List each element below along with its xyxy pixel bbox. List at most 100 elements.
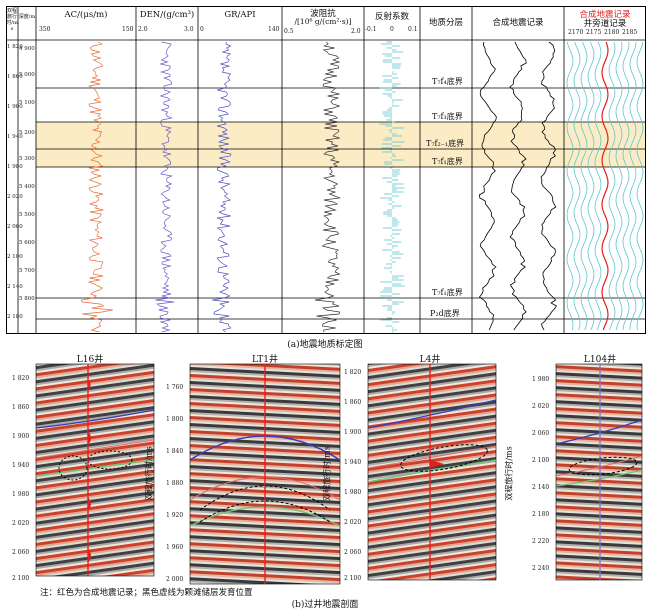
depth-column-header: 深度/m: [18, 14, 36, 20]
l4-tick: 1 940: [344, 459, 362, 466]
y-axis-label-l16: 双程旅行时/ms: [0, 446, 1, 500]
synthetic-trace: [509, 41, 527, 331]
depth-tick: 5 700: [19, 268, 35, 274]
lt1-section: [189, 363, 341, 585]
synthetic-trace: [478, 41, 497, 331]
gr-header: GR/API: [224, 10, 256, 20]
impedance-header-1: 波阻抗: [310, 9, 336, 19]
horizon-label: P₂d底界: [430, 309, 460, 318]
reflection-mid: 0: [390, 26, 394, 33]
well-tie-panel: 双程旅行时/ms 深度/m AC/(μs/m) 350 150 DEN/(g/c…: [6, 6, 646, 334]
figure-note: 注：红色为合成地震记录；黑色虚线为颗滩储层发育位置: [40, 588, 253, 598]
well-label-l16: L16井: [76, 355, 104, 365]
lt1-tick: 1 960: [166, 544, 184, 551]
well-label-lt1: LT1井: [252, 355, 278, 365]
synthetic-red-trace: [601, 41, 609, 331]
depth-tick: 5 800: [19, 296, 35, 302]
twt-tick: 2 100: [7, 254, 23, 260]
trace-header-black: 井旁道记录: [583, 19, 627, 29]
trace-header-red: 合成地震记录: [579, 10, 631, 20]
well-side-trace: [594, 41, 602, 331]
depth-tick: 5 400: [19, 184, 35, 190]
l104-tick: 2 240: [532, 565, 550, 572]
den-curve: [155, 41, 175, 333]
l16-tick: 1 940: [12, 462, 30, 469]
trace-tick-2: 2175: [586, 29, 602, 36]
lt1-tick: 1 920: [166, 512, 184, 519]
gr-max: 140: [268, 26, 280, 33]
well-side-trace: [615, 41, 623, 331]
seismic-sections-svg: [35, 363, 643, 585]
lt1-tick: 1 760: [166, 384, 184, 391]
synthetic-trace: [540, 41, 557, 331]
twt-tick: 1 980: [7, 164, 23, 170]
l16-tick: 2 020: [12, 520, 30, 527]
l16-tick: 1 860: [12, 404, 30, 411]
column-dividers: [6, 6, 646, 334]
horizon-label: T₇f₁底界: [432, 157, 463, 166]
well-label-l4: L4井: [419, 355, 441, 365]
twt-tick: 1 860: [7, 74, 23, 80]
ac-header: AC/(μs/m): [64, 10, 108, 20]
l4-tick: 2 100: [344, 575, 362, 582]
horizon-label: T₇f₂₋₁底界: [426, 139, 465, 148]
well-side-trace: [622, 41, 630, 331]
synthetic-header: 合成地震记录: [492, 18, 544, 28]
gr-min: 0: [200, 26, 204, 33]
y-axis-label-l104: 双程旅行时/ms: [504, 446, 514, 501]
l4-section: [367, 363, 497, 581]
den-min: 2.0: [138, 26, 148, 33]
l16-tick: 2 060: [12, 549, 30, 556]
depth-tick: 4 900: [19, 46, 35, 52]
well-side-trace: [566, 41, 574, 331]
horizon-lines: [36, 87, 646, 320]
lt1-tick: 1 880: [166, 480, 184, 487]
twt-tick: 1 820: [7, 44, 23, 50]
ac-min: 350: [39, 26, 51, 33]
well-label-l104: L104井: [583, 355, 617, 365]
twt-column-header: 双程旅行时/ms: [6, 8, 18, 32]
l4-tick: 1 900: [344, 429, 362, 436]
twt-tick: 2 060: [7, 224, 23, 230]
caption-b: (b)过井地震剖面: [291, 600, 359, 610]
trace-tick-3: 2180: [604, 29, 620, 36]
l104-tick: 2 140: [532, 484, 550, 491]
twt-tick: 1 940: [7, 134, 23, 140]
horizon-label: T₇f₄底界: [432, 77, 463, 86]
twt-tick: 1 900: [7, 104, 23, 110]
l104-tick: 2 060: [532, 430, 550, 437]
l104-tick: 2 020: [532, 403, 550, 410]
impedance-max: 2.0: [351, 28, 361, 35]
l4-tick: 2 020: [344, 519, 362, 526]
l4-tick: 1 820: [344, 369, 362, 376]
den-header: DEN/(g/cm³): [139, 10, 195, 20]
caption-a: (a)地震地质标定图: [287, 340, 363, 350]
depth-tick: 5 300: [19, 156, 35, 162]
y-axis-label-l4: 双程旅行时/ms: [322, 446, 332, 501]
ac-curve: [80, 41, 113, 333]
l4-tick: 1 860: [344, 399, 362, 406]
impedance-min: 0.5: [284, 28, 294, 35]
reflection-max: 0.1: [408, 26, 418, 33]
impedance-header-2: /[10⁶ g/(cm²·s)]: [294, 17, 352, 26]
gr-curve: [212, 41, 232, 333]
reflection-min: -0.1: [365, 26, 377, 33]
twt-tick: 2 020: [7, 194, 23, 200]
well-side-trace: [573, 41, 581, 331]
twt-tick: 2 140: [7, 284, 23, 290]
l104-section: [555, 363, 643, 581]
ac-max: 150: [122, 26, 134, 33]
l4-tick: 2 060: [344, 549, 362, 556]
depth-tick: 5 500: [19, 212, 35, 218]
twt-tick: 2 180: [7, 314, 23, 320]
horizon-label: T₇f₃底界: [432, 112, 463, 121]
depth-tick: 5 600: [19, 240, 35, 246]
l16-tick: 1 900: [12, 433, 30, 440]
well-side-trace: [629, 41, 637, 331]
l16-section: [35, 363, 155, 577]
well-side-trace: [580, 41, 588, 331]
depth-tick: 5 200: [19, 130, 35, 136]
reservoir-band-1: [36, 122, 646, 149]
l104-tick: 2 180: [532, 511, 550, 518]
trace-tick-4: 2185: [622, 29, 638, 36]
